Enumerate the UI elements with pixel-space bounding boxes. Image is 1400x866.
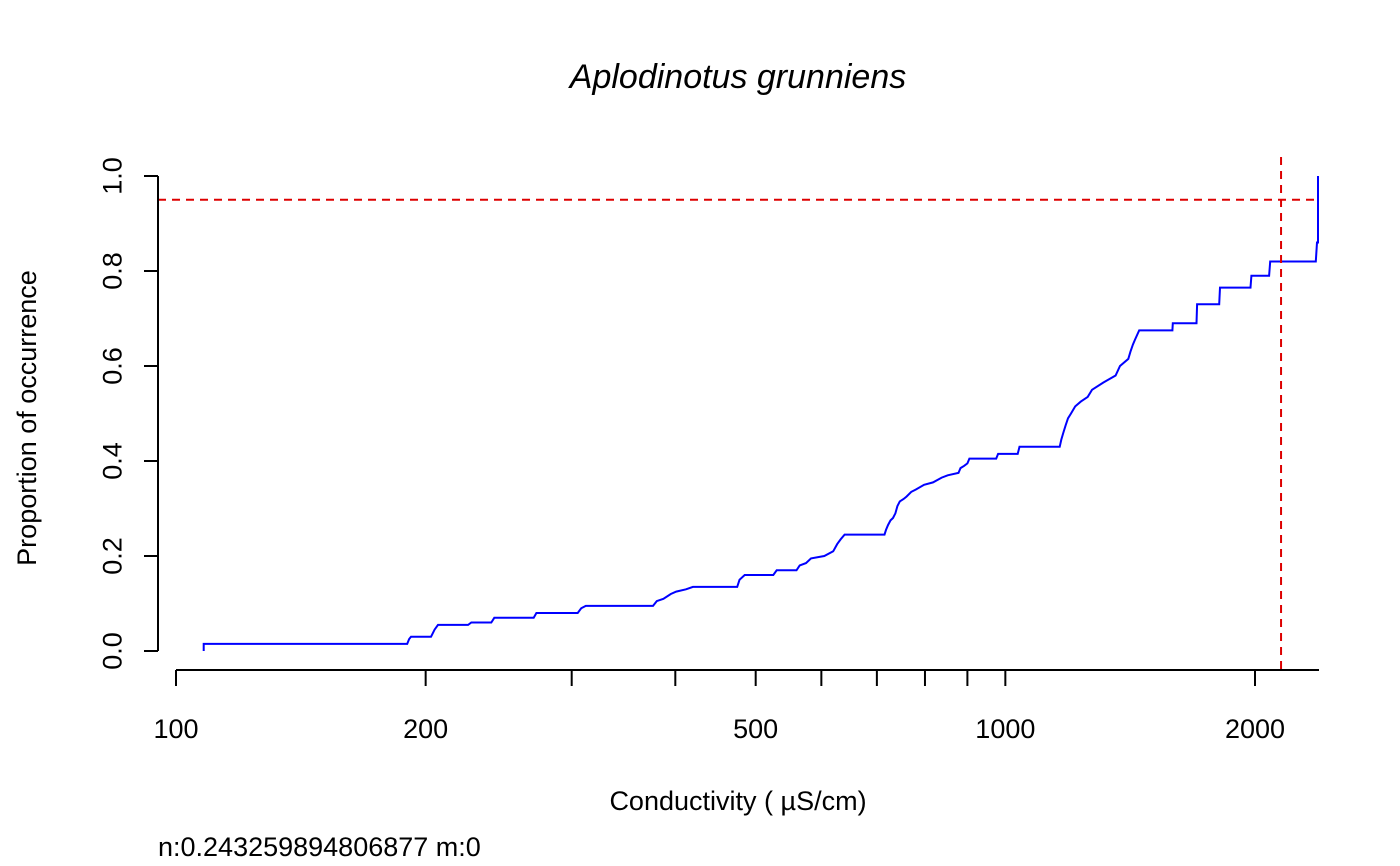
y-tick-label: 1.0 [97,157,127,195]
plot-area [158,157,1319,670]
chart-title: Aplodinotus grunniens [568,58,906,96]
axes: 0.0 0.2 0.4 0.6 0.8 1.0 100 200 500 1000 2000 [97,157,1319,744]
x-axis-label-mu: µ [781,786,797,816]
x-axis-label: Conductivity ( µS/cm) [609,786,866,816]
y-tick-label: 0.0 [97,632,127,670]
y-tick-label: 0.2 [97,537,127,575]
footnote: n:0.243259894806877 m:0 [158,832,481,862]
x-axis-label-prefix: Conductivity ( [609,786,780,816]
y-tick-label: 0.4 [97,442,127,480]
x-tick-label: 200 [403,714,448,744]
y-tick-label: 0.6 [97,347,127,385]
step-series-line [202,176,1319,651]
x-tick-label: 100 [153,714,198,744]
x-tick-label: 1000 [975,714,1035,744]
x-tick-label: 500 [733,714,778,744]
y-axis-label: Proportion of occurrence [12,270,42,566]
x-axis-label-unit: S/cm) [796,786,867,816]
x-tick-label: 2000 [1225,714,1285,744]
y-tick-label: 0.8 [97,252,127,290]
